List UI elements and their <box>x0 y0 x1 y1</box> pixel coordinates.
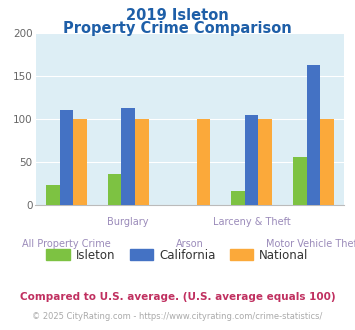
Bar <box>60 110 73 205</box>
Text: © 2025 CityRating.com - https://www.cityrating.com/crime-statistics/: © 2025 CityRating.com - https://www.city… <box>32 312 323 321</box>
Text: 2019 Isleton: 2019 Isleton <box>126 8 229 23</box>
Bar <box>135 119 148 205</box>
Bar <box>121 108 135 205</box>
Bar <box>73 119 87 205</box>
Bar <box>245 115 258 205</box>
Bar <box>293 157 307 205</box>
Text: Arson: Arson <box>176 239 204 249</box>
Bar <box>320 119 334 205</box>
Bar <box>258 119 272 205</box>
Bar <box>307 65 320 205</box>
Text: Larceny & Theft: Larceny & Theft <box>213 216 291 227</box>
Bar <box>197 119 210 205</box>
Text: Compared to U.S. average. (U.S. average equals 100): Compared to U.S. average. (U.S. average … <box>20 292 335 302</box>
Legend: Isleton, California, National: Isleton, California, National <box>42 244 313 266</box>
Text: Motor Vehicle Theft: Motor Vehicle Theft <box>266 239 355 249</box>
Text: All Property Crime: All Property Crime <box>22 239 111 249</box>
Bar <box>46 185 60 205</box>
Text: Burglary: Burglary <box>108 216 149 227</box>
Text: Property Crime Comparison: Property Crime Comparison <box>63 21 292 36</box>
Bar <box>231 191 245 205</box>
Bar <box>108 174 121 205</box>
